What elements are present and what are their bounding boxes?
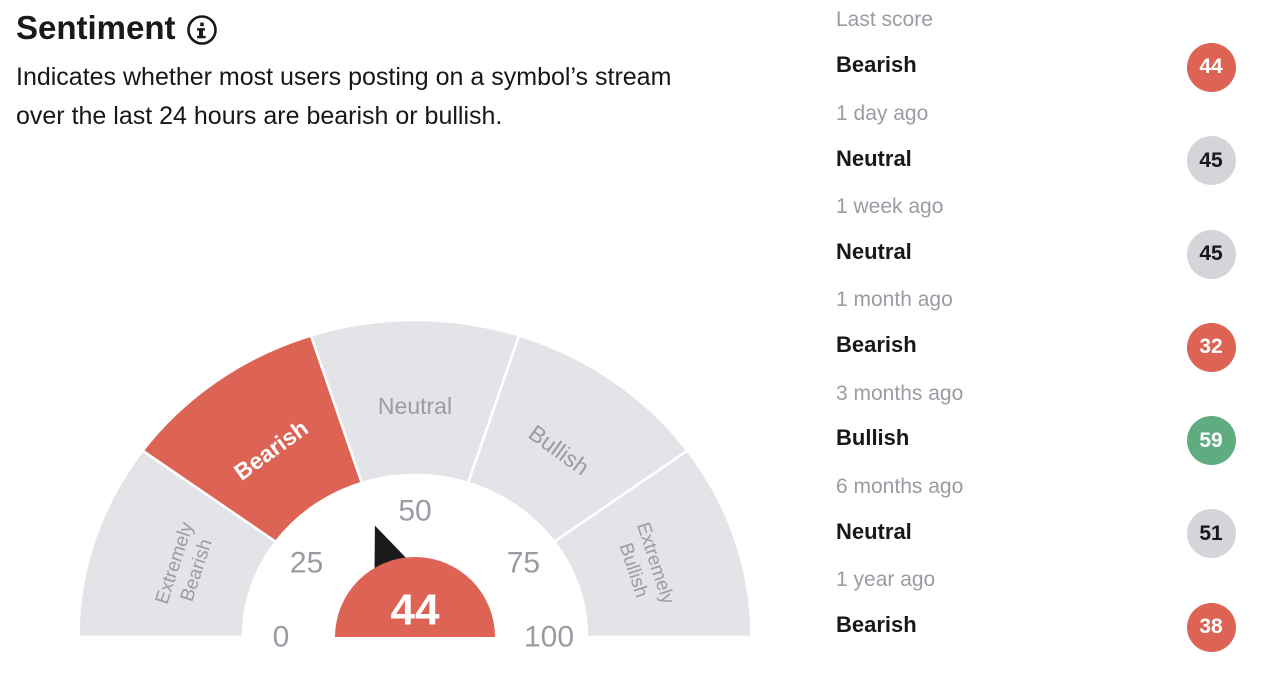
svg-text:75: 75 xyxy=(507,546,540,579)
svg-text:25: 25 xyxy=(290,546,323,579)
svg-text:50: 50 xyxy=(398,494,431,527)
svg-text:Neutral: Neutral xyxy=(378,393,452,419)
svg-text:100: 100 xyxy=(524,621,574,654)
svg-text:0: 0 xyxy=(273,621,290,654)
svg-text:44: 44 xyxy=(391,586,440,635)
